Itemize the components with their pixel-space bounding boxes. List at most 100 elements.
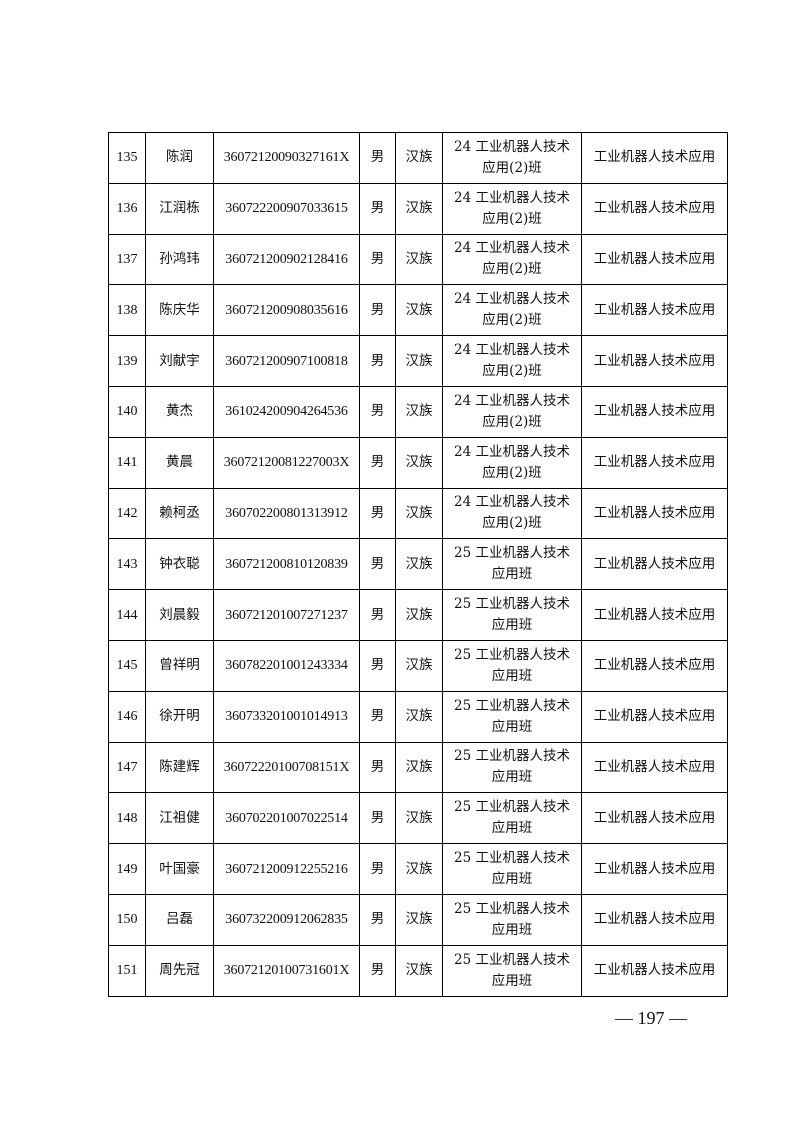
ethnicity-cell: 汉族	[395, 132, 443, 184]
class-line-2: 应用班	[491, 972, 533, 989]
table-row: 140 黄杰 361024200904264536 男汉族 24 工业机器人技术 应用(2…	[108, 385, 728, 438]
gender-cell: 男	[359, 893, 396, 946]
id-number-cell: 360721200912255216	[213, 843, 360, 895]
class-line-1: 25 工业机器人技术	[454, 697, 570, 714]
table-row: 142 赖柯丞 360702200801313912 男汉族 24 工业机器人技术 应用(…	[108, 487, 728, 540]
id-number-cell: 360733201001014913	[213, 690, 360, 743]
table-row: 138 陈庆华 360721200908035616 男汉族 24 工业机器人技术 应用(…	[108, 284, 728, 337]
ethnicity-cell: 汉族	[395, 284, 443, 337]
row-number-cell: 147	[108, 741, 146, 794]
id-number-cell: 360732200912062835	[213, 893, 360, 946]
class-line-2: 应用班	[491, 921, 533, 938]
id-number-cell: 36072120081227003X	[213, 436, 360, 489]
class-line-1: 24 工业机器人技术	[454, 291, 570, 308]
id-number-cell: 360702200801313912	[213, 487, 360, 540]
gender-cell: 男	[359, 487, 396, 540]
name-cell: 徐开明	[145, 690, 214, 743]
id-number-cell: 36072220100708151X	[213, 741, 360, 794]
gender-cell: 男	[359, 182, 396, 235]
page-number: — 197 —	[615, 1008, 687, 1028]
class-cell: 25 工业机器人技术 应用班	[442, 843, 582, 895]
major-cell: 工业机器人技术应用	[581, 182, 728, 235]
ethnicity-cell: 汉族	[395, 538, 443, 591]
major-cell: 工业机器人技术应用	[581, 639, 728, 692]
id-number-cell: 360721200907100818	[213, 335, 360, 387]
class-cell: 25 工业机器人技术 应用班	[442, 538, 582, 591]
gender-cell: 男	[359, 538, 396, 591]
table-row: 151 周先冠 36072120100731601X 男汉族 25 工业机器人技术 应用班…	[108, 944, 728, 997]
id-number-cell: 361024200904264536	[213, 385, 360, 438]
row-number-cell: 139	[108, 335, 146, 387]
gender-cell: 男	[359, 639, 396, 692]
table-row: 149 叶国豪 360721200912255216 男汉族 25 工业机器人技术 应用班…	[108, 843, 728, 895]
major-cell: 工业机器人技术应用	[581, 385, 728, 438]
row-number-cell: 151	[108, 944, 146, 997]
table-row: 146 徐开明 360733201001014913 男汉族 25 工业机器人技术 应用班…	[108, 690, 728, 743]
gender-cell: 男	[359, 436, 396, 489]
class-line-2: 应用(2)班	[482, 413, 542, 430]
major-cell: 工业机器人技术应用	[581, 944, 728, 997]
ethnicity-cell: 汉族	[395, 589, 443, 641]
class-cell: 24 工业机器人技术 应用(2)班	[442, 233, 582, 286]
name-cell: 陈润	[145, 132, 214, 184]
class-line-2: 应用班	[491, 769, 533, 786]
ethnicity-cell: 汉族	[395, 944, 443, 997]
id-number-cell: 360782201001243334	[213, 639, 360, 692]
table-row: 139 刘献宇 360721200907100818 男汉族 24 工业机器人技术 应用(…	[108, 335, 728, 387]
gender-cell: 男	[359, 284, 396, 337]
ethnicity-cell: 汉族	[395, 233, 443, 286]
id-number-cell: 360721200902128416	[213, 233, 360, 286]
class-cell: 24 工业机器人技术 应用(2)班	[442, 385, 582, 438]
name-cell: 黄晨	[145, 436, 214, 489]
name-cell: 刘献宇	[145, 335, 214, 387]
class-line-1: 24 工业机器人技术	[454, 240, 570, 257]
class-line-1: 25 工业机器人技术	[454, 748, 570, 765]
row-number-cell: 137	[108, 233, 146, 286]
class-line-2: 应用(2)班	[482, 515, 542, 532]
class-line-2: 应用(2)班	[482, 363, 542, 380]
gender-cell: 男	[359, 589, 396, 641]
class-line-1: 25 工业机器人技术	[454, 850, 570, 867]
class-line-2: 应用(2)班	[482, 464, 542, 481]
id-number-cell: 360721201007271237	[213, 589, 360, 641]
class-cell: 24 工业机器人技术 应用(2)班	[442, 132, 582, 184]
class-line-1: 24 工业机器人技术	[454, 189, 570, 206]
name-cell: 赖柯丞	[145, 487, 214, 540]
table-row: 141 黄晨 36072120081227003X 男汉族 24 工业机器人技术 应用(2…	[108, 436, 728, 489]
major-cell: 工业机器人技术应用	[581, 487, 728, 540]
row-number-cell: 136	[108, 182, 146, 235]
class-cell: 25 工业机器人技术 应用班	[442, 741, 582, 794]
gender-cell: 男	[359, 843, 396, 895]
gender-cell: 男	[359, 690, 396, 743]
ethnicity-cell: 汉族	[395, 182, 443, 235]
class-line-1: 25 工业机器人技术	[454, 545, 570, 562]
ethnicity-cell: 汉族	[395, 893, 443, 946]
name-cell: 黄杰	[145, 385, 214, 438]
name-cell: 江祖健	[145, 792, 214, 845]
class-line-1: 25 工业机器人技术	[454, 646, 570, 663]
row-number-cell: 143	[108, 538, 146, 591]
class-cell: 25 工业机器人技术 应用班	[442, 639, 582, 692]
table-row: 145 曾祥明 360782201001243334 男汉族 25 工业机器人技术 应用班…	[108, 639, 728, 692]
row-number-cell: 138	[108, 284, 146, 337]
class-cell: 25 工业机器人技术 应用班	[442, 690, 582, 743]
ethnicity-cell: 汉族	[395, 487, 443, 540]
class-cell: 25 工业机器人技术 应用班	[442, 893, 582, 946]
major-cell: 工业机器人技术应用	[581, 436, 728, 489]
row-number-cell: 142	[108, 487, 146, 540]
gender-cell: 男	[359, 385, 396, 438]
table-row: 136 江润栋 360722200907033615 男汉族 24 工业机器人技术 应用(…	[108, 182, 728, 235]
id-number-cell: 36072120100731601X	[213, 944, 360, 997]
class-line-2: 应用(2)班	[482, 312, 542, 329]
class-line-1: 24 工业机器人技术	[454, 494, 570, 511]
ethnicity-cell: 汉族	[395, 792, 443, 845]
name-cell: 钟衣聪	[145, 538, 214, 591]
student-table: 135 陈润 36072120090327161X 男汉族 24 工业机器人技术 应用(2…	[108, 132, 728, 997]
gender-cell: 男	[359, 944, 396, 997]
class-cell: 25 工业机器人技术 应用班	[442, 792, 582, 845]
table-row: 143 钟衣聪 360721200810120839 男汉族 25 工业机器人技术 应用班…	[108, 538, 728, 591]
name-cell: 陈庆华	[145, 284, 214, 337]
row-number-cell: 150	[108, 893, 146, 946]
class-line-1: 25 工业机器人技术	[454, 951, 570, 968]
major-cell: 工业机器人技术应用	[581, 893, 728, 946]
